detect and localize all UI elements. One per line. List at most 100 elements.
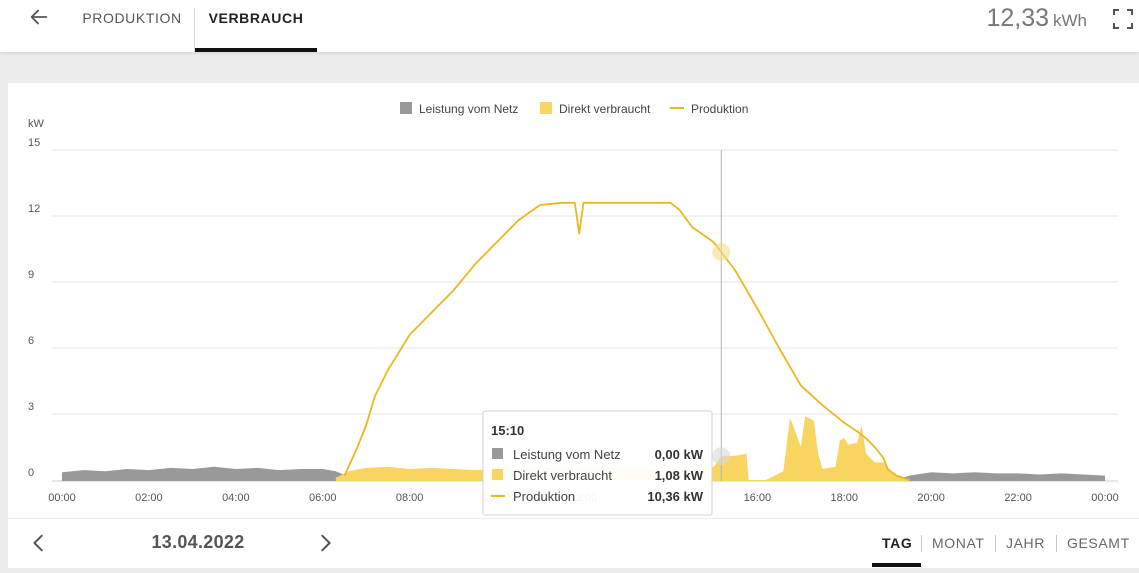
data-point bbox=[452, 468, 455, 471]
tooltip-swatch bbox=[492, 448, 503, 459]
series-produktion bbox=[343, 201, 911, 482]
date-label[interactable]: 13.04.2022 bbox=[151, 532, 245, 552]
data-point bbox=[582, 201, 585, 204]
tab-produktion[interactable]: PRODUKTION bbox=[72, 0, 192, 52]
data-point bbox=[908, 474, 911, 477]
data-point bbox=[408, 333, 411, 336]
data-point bbox=[647, 201, 650, 204]
series-direkt-verbraucht bbox=[335, 416, 910, 482]
legend-swatch bbox=[540, 102, 552, 114]
tab-verbrauch[interactable]: VERBRAUCH bbox=[195, 0, 317, 52]
y-tick-label: 0 bbox=[28, 467, 34, 479]
data-point bbox=[365, 466, 368, 469]
x-tick-label: 16:00 bbox=[744, 492, 772, 504]
data-point bbox=[430, 466, 433, 469]
data-point bbox=[712, 241, 715, 244]
data-point bbox=[169, 466, 172, 469]
y-axis-label: kW bbox=[28, 118, 45, 130]
data-point bbox=[578, 232, 581, 235]
y-tick-label: 15 bbox=[28, 137, 40, 149]
series-leistung-vom-netz bbox=[62, 465, 1107, 481]
chevron-right-icon[interactable] bbox=[314, 531, 336, 555]
data-point bbox=[213, 465, 216, 468]
data-point bbox=[788, 417, 791, 420]
data-point bbox=[256, 466, 259, 469]
data-point bbox=[408, 468, 411, 471]
data-point bbox=[147, 469, 150, 472]
data-point bbox=[1060, 472, 1063, 475]
data-point bbox=[1104, 474, 1107, 477]
data-point bbox=[864, 437, 867, 440]
data-point bbox=[843, 437, 846, 440]
period-tab-tag[interactable]: TAG bbox=[882, 535, 913, 551]
data-point bbox=[951, 472, 954, 475]
data-point bbox=[104, 470, 107, 473]
hover-marker bbox=[712, 447, 731, 466]
data-point bbox=[321, 468, 324, 471]
data-point bbox=[734, 454, 737, 457]
data-point bbox=[1017, 472, 1020, 475]
tooltip-value: 1,08 kW bbox=[655, 468, 704, 483]
data-point bbox=[782, 470, 785, 473]
data-point bbox=[856, 441, 859, 444]
period-divider bbox=[921, 535, 922, 552]
tooltip-time: 15:10 bbox=[491, 423, 524, 438]
data-point bbox=[452, 289, 455, 292]
data-point bbox=[882, 457, 885, 460]
data-point bbox=[473, 469, 476, 472]
data-point bbox=[734, 270, 737, 273]
period-tab-monat[interactable]: MONAT bbox=[932, 535, 985, 551]
arrow-left-icon[interactable] bbox=[28, 6, 50, 28]
chart-card: kW0369121500:0002:0004:0006:0008:0010:00… bbox=[8, 83, 1139, 518]
data-point bbox=[386, 465, 389, 468]
data-point bbox=[517, 219, 520, 222]
line-produktion bbox=[343, 201, 910, 481]
data-point bbox=[691, 226, 694, 229]
legend-label: Direkt verbraucht bbox=[559, 102, 651, 116]
tab-produktion-label: PRODUKTION bbox=[82, 10, 182, 26]
data-point bbox=[860, 424, 863, 427]
data-point bbox=[908, 479, 911, 482]
legend-swatch bbox=[400, 102, 412, 114]
top-bar: PRODUKTION VERBRAUCH 12,33 kWh bbox=[0, 0, 1139, 52]
data-point bbox=[873, 446, 876, 449]
data-point bbox=[560, 201, 563, 204]
area-leistung-vom-netz bbox=[62, 466, 1105, 481]
data-point bbox=[591, 201, 594, 204]
x-tick-label: 02:00 bbox=[135, 492, 163, 504]
fullscreen-icon[interactable] bbox=[1111, 7, 1135, 31]
x-tick-label: 20:00 bbox=[917, 492, 945, 504]
data-point bbox=[234, 468, 237, 471]
data-point bbox=[799, 384, 802, 387]
tab-verbrauch-label: VERBRAUCH bbox=[208, 10, 304, 26]
data-point bbox=[191, 468, 194, 471]
period-tab-gesamt[interactable]: GESAMT bbox=[1067, 535, 1130, 551]
x-tick-label: 06:00 bbox=[309, 492, 337, 504]
period-tab-jahr[interactable]: JAHR bbox=[1006, 535, 1045, 551]
data-point bbox=[821, 468, 824, 471]
data-point bbox=[747, 479, 750, 482]
bottom-bar: 13.04.2022 TAG MONAT JAHR GESAMT bbox=[8, 519, 1139, 568]
x-tick-label: 00:00 bbox=[1091, 492, 1119, 504]
data-point bbox=[873, 461, 876, 464]
data-point bbox=[373, 395, 376, 398]
x-tick-label: 18:00 bbox=[830, 492, 858, 504]
active-tab-indicator bbox=[872, 563, 921, 567]
tooltip-label: Leistung vom Netz bbox=[513, 447, 621, 462]
data-point bbox=[430, 311, 433, 314]
tooltip-box bbox=[482, 410, 713, 516]
data-point bbox=[756, 307, 759, 310]
y-tick-label: 9 bbox=[28, 269, 34, 281]
data-point bbox=[712, 465, 715, 468]
data-point bbox=[778, 347, 781, 350]
data-point bbox=[973, 471, 976, 474]
tooltip-value: 10,36 kW bbox=[647, 489, 703, 504]
chevron-left-icon[interactable] bbox=[28, 531, 50, 555]
data-point bbox=[847, 443, 850, 446]
x-tick-label: 00:00 bbox=[48, 492, 76, 504]
data-point bbox=[930, 471, 933, 474]
data-point bbox=[126, 468, 129, 471]
tooltip-label: Produktion bbox=[513, 489, 575, 504]
data-point bbox=[356, 446, 359, 449]
data-point bbox=[82, 469, 85, 472]
